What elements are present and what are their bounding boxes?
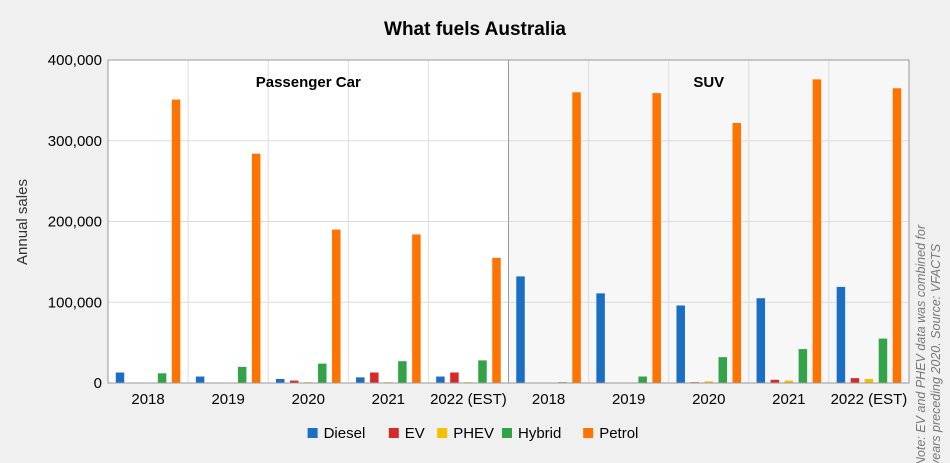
y-tick-label: 100,000 <box>48 294 102 311</box>
bar-petrol-suv <box>892 88 902 383</box>
bar-petrol-suv <box>812 79 822 383</box>
y-tick-label: 400,000 <box>48 52 102 69</box>
panel-label-passenger-car: Passenger Car <box>256 74 361 91</box>
bar-diesel-suv <box>516 276 525 383</box>
bar-petrol-passenger-car <box>492 257 501 383</box>
side-note: Note: EV and PHEV data was combined fory… <box>914 224 943 463</box>
bar-diesel-suv <box>756 298 766 383</box>
chart-title: What fuels Australia <box>384 19 566 40</box>
x-tick-label: 2021 <box>372 391 405 408</box>
bar-petrol-passenger-car <box>251 153 261 383</box>
x-tick-label: 2022 (EST) <box>831 391 908 408</box>
legend-label-phev: PHEV <box>453 425 494 442</box>
bar-petrol-passenger-car <box>171 99 181 383</box>
x-tick-label: 2018 <box>532 391 565 408</box>
x-tick-label: 2020 <box>692 391 725 408</box>
x-tick-label: 2021 <box>772 391 805 408</box>
bar-hybrid-suv <box>878 338 888 383</box>
y-tick-label: 0 <box>94 375 102 392</box>
bar-petrol-suv <box>652 93 661 384</box>
y-tick-label: 300,000 <box>48 133 102 150</box>
bar-diesel-suv <box>836 286 846 383</box>
x-tick-label: 2019 <box>612 391 645 408</box>
bar-diesel-passenger-car <box>436 376 445 383</box>
bar-petrol-passenger-car <box>412 234 421 383</box>
x-tick-label: 2019 <box>211 391 244 408</box>
bar-phev-suv <box>784 380 794 383</box>
bar-hybrid-suv <box>638 376 647 383</box>
bar-petrol-suv <box>572 92 581 384</box>
bar-ev-passenger-car <box>289 380 299 383</box>
x-tick-label: 2018 <box>131 391 164 408</box>
bar-diesel-passenger-car <box>275 378 285 383</box>
y-tick-label: 200,000 <box>48 214 102 231</box>
bar-hybrid-passenger-car <box>237 366 247 383</box>
legend-label-petrol: Petrol <box>599 425 638 442</box>
bar-diesel-suv <box>596 293 605 383</box>
bar-hybrid-suv <box>798 349 808 383</box>
bar-hybrid-passenger-car <box>157 373 167 383</box>
legend-label-diesel: Diesel <box>324 425 366 442</box>
bar-petrol-passenger-car <box>332 229 341 383</box>
x-tick-label: 2022 (EST) <box>430 391 507 408</box>
bar-petrol-suv <box>732 122 742 384</box>
y-axis-label: Annual sales <box>14 179 31 265</box>
bar-diesel-passenger-car <box>115 372 125 383</box>
x-tick-label: 2020 <box>292 391 325 408</box>
legend-swatch-diesel <box>307 428 318 438</box>
bar-ev-passenger-car <box>450 372 459 383</box>
bar-ev-suv <box>770 379 780 383</box>
bar-diesel-suv <box>676 305 685 383</box>
bar-ev-passenger-car <box>370 372 379 383</box>
legend-swatch-hybrid <box>502 428 512 438</box>
bar-ev-suv <box>850 378 860 383</box>
bar-phev-suv <box>704 381 713 383</box>
legend-label-hybrid: Hybrid <box>518 425 561 442</box>
plot-border <box>107 59 910 384</box>
bar-hybrid-suv <box>718 357 728 383</box>
bar-diesel-passenger-car <box>195 376 205 383</box>
bar-phev-suv <box>864 378 874 383</box>
bar-hybrid-passenger-car <box>398 361 407 383</box>
legend-swatch-phev <box>437 428 448 438</box>
legend-swatch-petrol <box>583 428 594 438</box>
legend-swatch-ev <box>388 428 399 438</box>
legend-label-ev: EV <box>405 425 425 442</box>
bar-hybrid-passenger-car <box>478 360 487 383</box>
panel-label-suv: SUV <box>693 74 724 91</box>
bar-diesel-passenger-car <box>356 377 365 383</box>
bar-hybrid-passenger-car <box>318 363 327 383</box>
